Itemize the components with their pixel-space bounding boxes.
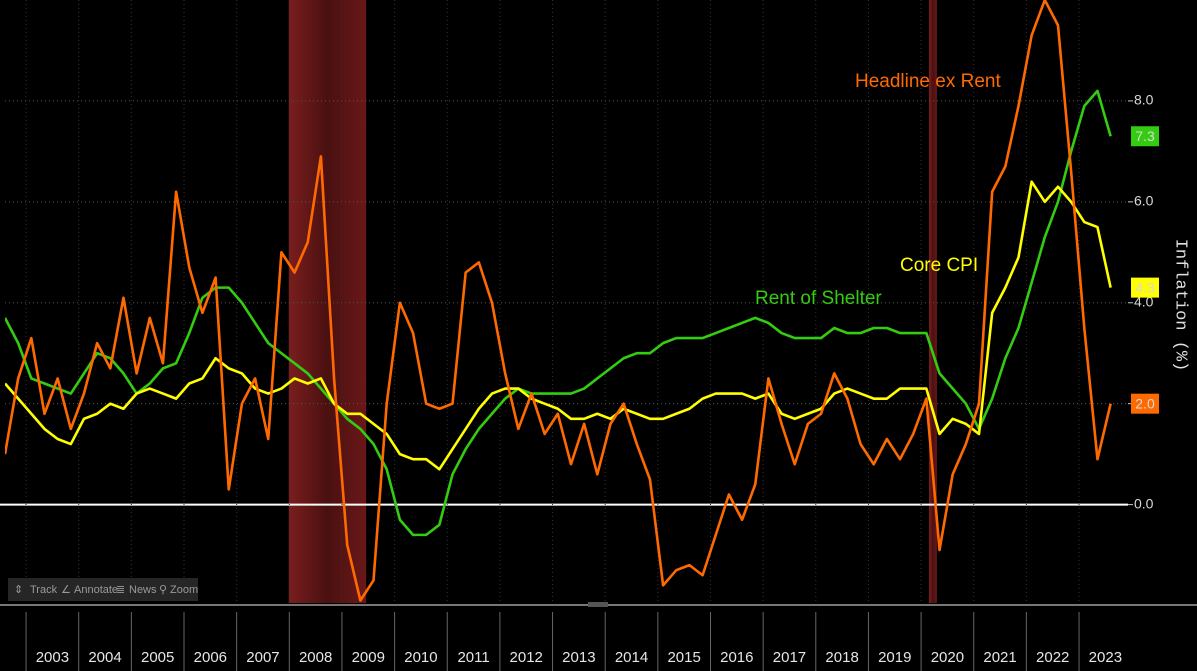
shaded-region — [288, 0, 367, 603]
series-line — [5, 0, 1112, 602]
end-value-label: 2.0 — [1135, 395, 1155, 411]
resize-handle[interactable] — [588, 602, 608, 607]
x-tick-label: 2012 — [510, 649, 543, 666]
y-tick-label: 6.0 — [1134, 193, 1154, 209]
x-tick-label: 2008 — [299, 649, 332, 666]
series-label: Headline ex Rent — [855, 71, 1001, 92]
x-tick-label: 2020 — [931, 649, 964, 666]
series-label: Rent of Shelter — [755, 288, 882, 309]
x-tick-label: 2009 — [352, 649, 385, 666]
x-tick-label: 2006 — [194, 649, 227, 666]
y-axis-title: Inflation (%) — [1171, 239, 1190, 372]
x-tick-label: 2014 — [615, 649, 648, 666]
toolbar-button[interactable]: Zoom — [170, 584, 198, 596]
x-tick-label: 2016 — [720, 649, 753, 666]
x-tick-label: 2007 — [246, 649, 279, 666]
end-value-box — [1131, 393, 1159, 414]
x-tick-label: 2010 — [404, 649, 437, 666]
toolbar-button[interactable]: Track — [30, 584, 58, 596]
y-tick-label: 8.0 — [1134, 92, 1154, 108]
toolbar: ⇕ Track ∠ Annotate ≣ News ⚲ Zoom — [8, 578, 198, 601]
toolbar-button[interactable]: News — [129, 584, 157, 596]
series-label: Core CPI — [900, 255, 978, 276]
toolbar-bg — [8, 578, 198, 601]
toolbar-button[interactable]: Annotate — [74, 584, 118, 596]
zoom-icon: ⚲ — [159, 584, 167, 596]
series-line — [5, 180, 1112, 471]
end-value-box — [1131, 277, 1159, 298]
end-value-label: 7.3 — [1135, 128, 1155, 144]
end-value-box — [1131, 126, 1159, 147]
x-tick-label: 2004 — [88, 649, 121, 666]
x-tick-label: 2011 — [457, 649, 489, 666]
x-tick-label: 2017 — [773, 649, 806, 666]
end-value-label: 4.3 — [1135, 279, 1155, 295]
series-line — [5, 89, 1112, 537]
x-tick-label: 2015 — [667, 649, 700, 666]
x-tick-label: 2013 — [562, 649, 595, 666]
x-tick-label: 2023 — [1089, 649, 1122, 666]
x-tick-label: 2005 — [141, 649, 174, 666]
y-tick-label: 0.0 — [1134, 495, 1154, 511]
labels-layer: Headline ex Rent 2.0 Core CPI 4.3 Rent of Sh… — [755, 71, 1159, 414]
x-tick-label: 2022 — [1036, 649, 1069, 666]
annotate-icon: ∠ — [61, 584, 71, 596]
grid-layer — [0, 0, 1128, 603]
news-icon: ≣ — [116, 584, 125, 596]
x-tick-label: 2019 — [878, 649, 911, 666]
x-tick-label: 2003 — [36, 649, 69, 666]
lines-layer — [5, 0, 1112, 602]
track-icon: ⇕ — [14, 584, 23, 596]
x-tick-label: 2018 — [825, 649, 858, 666]
x-tick-label: 2021 — [983, 649, 1016, 666]
shaded-region — [928, 0, 937, 603]
